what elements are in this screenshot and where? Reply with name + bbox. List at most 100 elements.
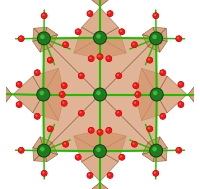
Circle shape [93,144,107,158]
Circle shape [87,172,93,179]
Circle shape [19,37,21,39]
Circle shape [96,91,101,95]
Circle shape [148,58,150,60]
Circle shape [133,100,139,106]
Circle shape [148,127,150,129]
Polygon shape [13,76,43,94]
Circle shape [36,88,50,101]
Polygon shape [82,151,100,181]
Circle shape [63,141,69,147]
Circle shape [179,103,181,105]
Circle shape [87,11,93,17]
Circle shape [175,147,182,154]
Circle shape [47,57,53,63]
Circle shape [107,129,109,131]
Polygon shape [43,94,64,121]
Circle shape [152,147,157,151]
Circle shape [75,154,81,161]
Polygon shape [86,0,100,6]
Circle shape [96,147,101,152]
Circle shape [93,31,107,45]
Polygon shape [157,76,187,94]
Circle shape [18,147,25,154]
Circle shape [37,88,49,101]
Circle shape [94,145,106,157]
Circle shape [59,91,65,98]
Polygon shape [157,94,187,113]
Polygon shape [82,8,100,38]
Circle shape [38,32,50,44]
Polygon shape [199,69,200,94]
Circle shape [47,57,54,64]
Circle shape [38,145,50,157]
Circle shape [18,147,24,153]
Polygon shape [153,151,166,162]
Circle shape [146,125,153,132]
Polygon shape [43,68,64,94]
Circle shape [178,101,184,108]
Polygon shape [33,137,44,151]
Circle shape [120,155,122,158]
Circle shape [117,111,119,114]
Circle shape [152,12,159,19]
Circle shape [97,129,103,135]
Circle shape [64,143,66,145]
Circle shape [34,70,40,76]
Circle shape [154,171,156,174]
Circle shape [177,149,179,151]
Circle shape [135,91,141,98]
Circle shape [116,73,122,79]
Circle shape [63,42,69,48]
Circle shape [161,71,163,73]
Circle shape [159,69,166,76]
Circle shape [16,101,22,108]
Circle shape [76,30,78,32]
Circle shape [131,141,138,148]
Circle shape [160,113,166,119]
Circle shape [108,12,110,14]
Circle shape [35,115,38,117]
Circle shape [62,84,64,86]
Circle shape [106,55,112,62]
Circle shape [61,82,68,89]
Circle shape [89,129,91,131]
Circle shape [75,154,81,160]
Circle shape [62,101,64,104]
Circle shape [97,54,103,60]
Polygon shape [0,80,12,94]
Polygon shape [100,151,118,181]
Polygon shape [100,38,156,94]
Circle shape [42,14,45,16]
Circle shape [17,103,19,105]
Circle shape [108,174,110,176]
Circle shape [134,84,136,86]
Polygon shape [142,151,156,162]
Polygon shape [33,94,58,121]
Circle shape [48,58,51,60]
Circle shape [40,147,45,151]
Polygon shape [142,35,156,46]
Polygon shape [142,68,167,94]
Circle shape [116,110,122,116]
Circle shape [37,144,51,158]
Polygon shape [100,94,156,151]
Polygon shape [156,148,167,161]
Polygon shape [43,94,100,151]
Circle shape [151,88,163,101]
Polygon shape [100,8,118,38]
Circle shape [119,28,125,35]
Circle shape [47,125,54,132]
Circle shape [16,101,22,108]
Circle shape [79,74,82,76]
Polygon shape [148,137,160,151]
Polygon shape [74,130,100,151]
Circle shape [34,69,41,76]
Polygon shape [188,94,200,109]
Circle shape [61,100,68,107]
Circle shape [34,113,41,120]
Circle shape [94,32,106,44]
Circle shape [64,43,66,45]
Circle shape [107,57,109,59]
Circle shape [40,35,45,39]
Circle shape [146,57,153,64]
